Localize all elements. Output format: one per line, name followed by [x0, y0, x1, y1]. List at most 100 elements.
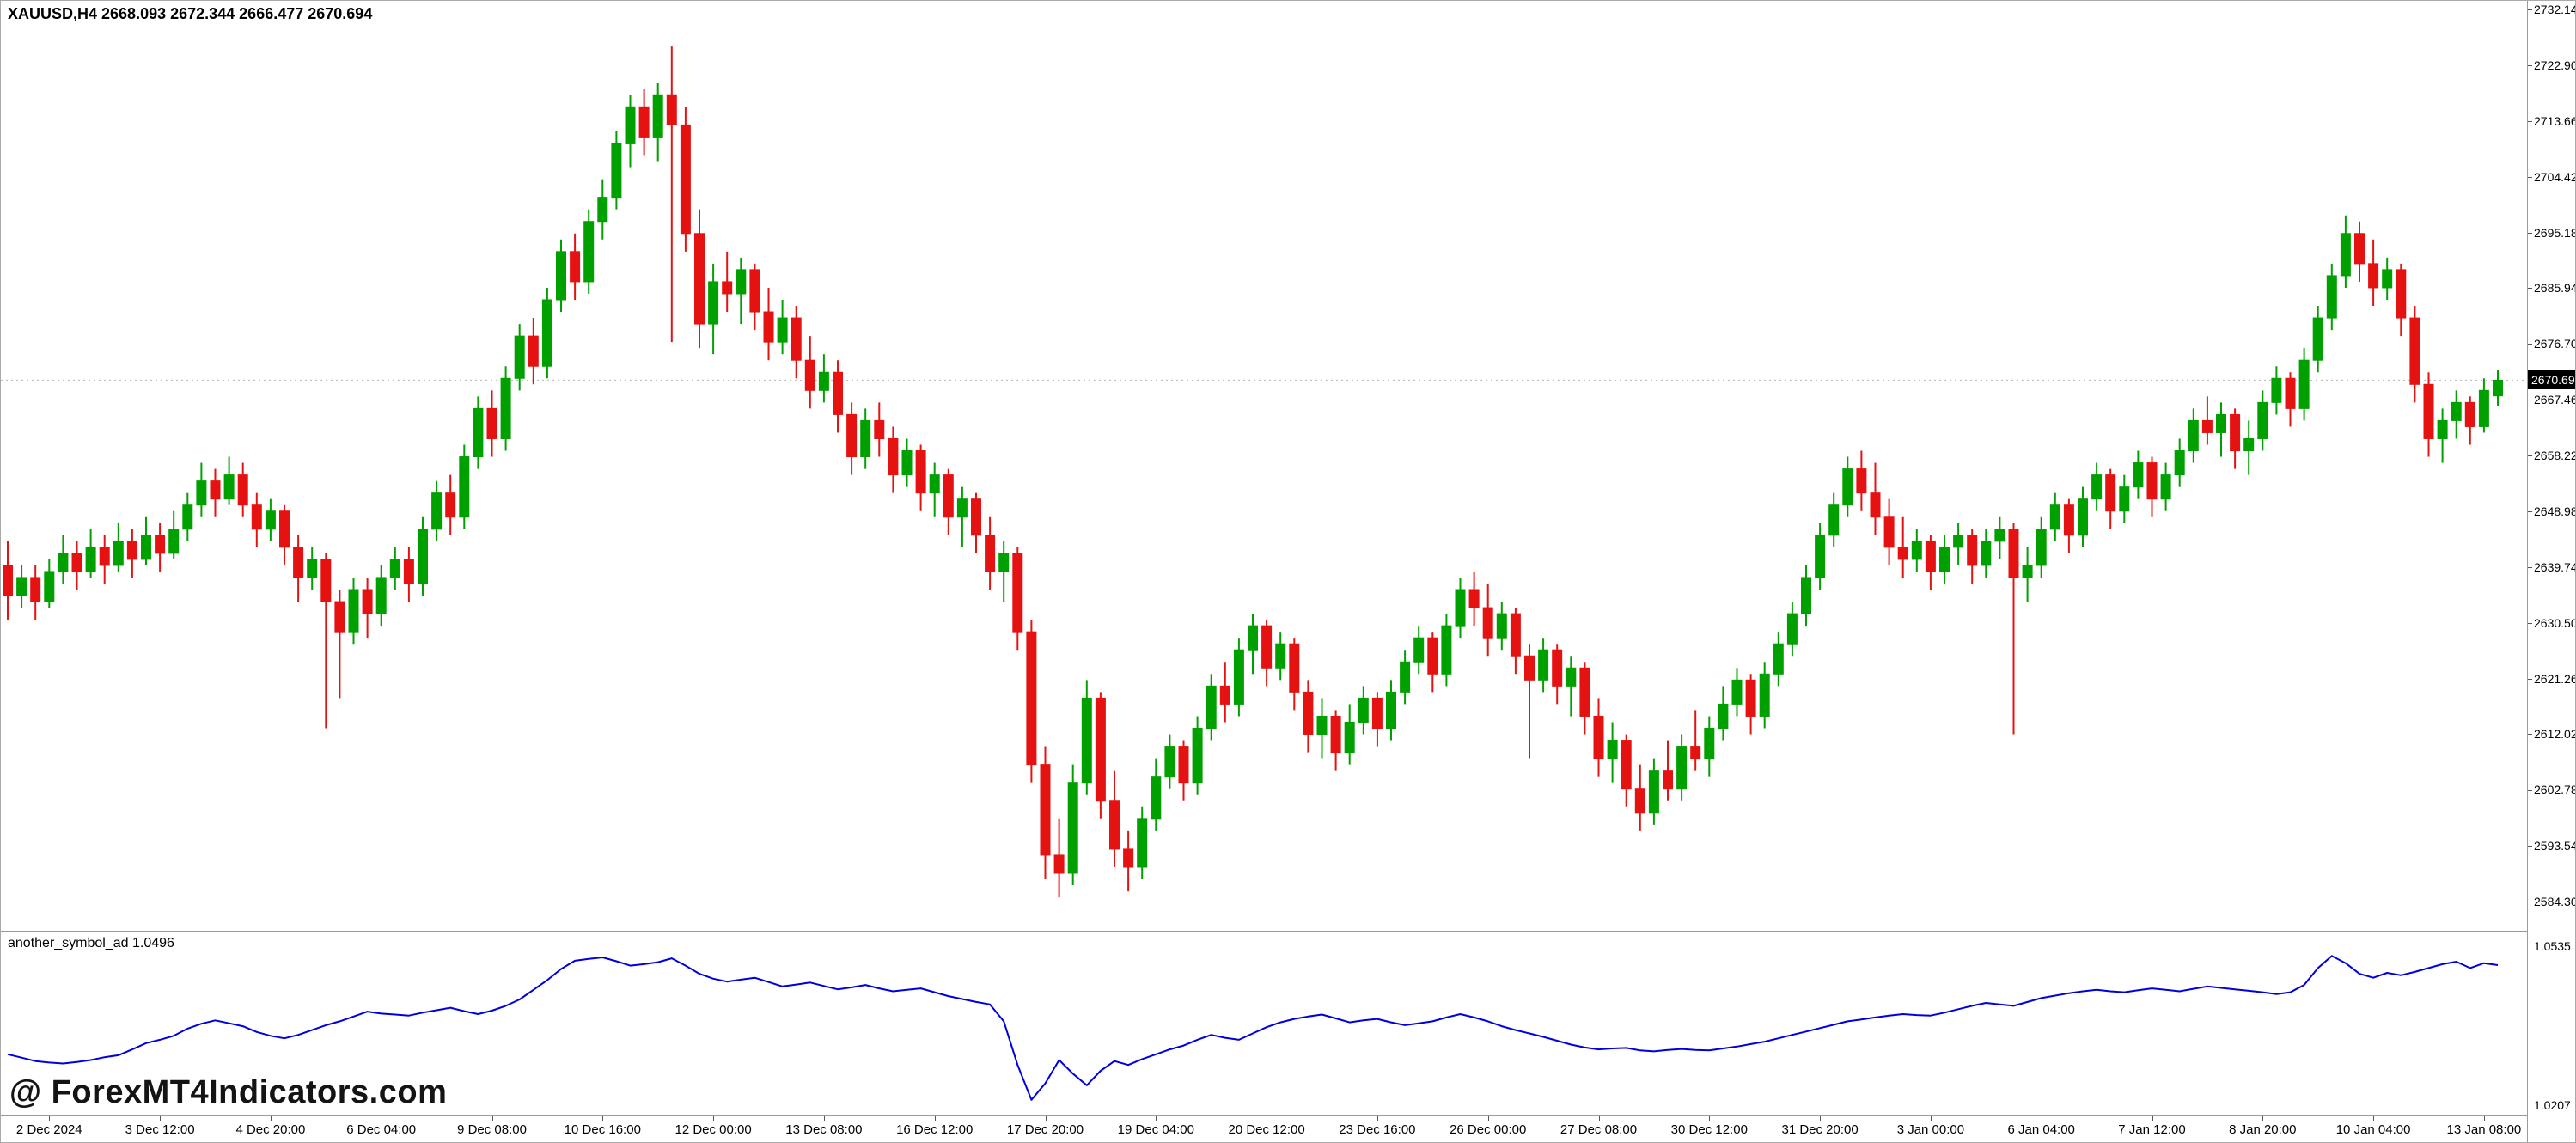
candle: [1012, 547, 1023, 651]
price-axis-label: 2648.980: [2534, 504, 2575, 518]
candle: [2451, 390, 2462, 439]
candle: [2423, 372, 2434, 457]
candle: [1981, 529, 1992, 578]
candle: [915, 444, 926, 511]
candle: [1400, 650, 1411, 705]
candle: [1053, 818, 1065, 898]
pane-divider[interactable]: [1, 931, 2575, 932]
candle: [2078, 486, 2088, 547]
main-chart-area[interactable]: XAUUSD,H4 2668.093 2672.344 2666.477 267…: [1, 1, 2527, 931]
price-axis-label: 2612.020: [2534, 727, 2575, 742]
time-axis-tick: [1709, 1116, 1711, 1121]
candle: [113, 523, 124, 572]
candle: [1067, 764, 1078, 886]
candle: [2022, 547, 2033, 602]
candle: [141, 516, 151, 565]
candle: [1316, 698, 1328, 759]
candle: [1468, 571, 1480, 627]
time-axis[interactable]: 2 Dec 2024 3 Dec 12:00 4 Dec 20:00 6 Dec 04…: [1, 1116, 2575, 1142]
time-axis-tick: [1377, 1116, 1378, 1121]
candle: [597, 179, 608, 240]
candle: [2105, 468, 2116, 529]
candle: [1939, 535, 1950, 584]
time-axis-tick: [2373, 1116, 2375, 1121]
candle: [611, 131, 622, 210]
time-axis-label: 10 Dec 16:00: [564, 1122, 641, 1137]
price-axis-label: 2685.940: [2534, 281, 2575, 296]
candle: [1330, 710, 1341, 771]
candle: [1303, 680, 1314, 753]
time-axis-tick: [2262, 1116, 2264, 1121]
candle: [2312, 306, 2323, 373]
indicator-axis-top-label: 1.0535: [2534, 939, 2571, 953]
price-axis-label: 2593.540: [2534, 839, 2575, 853]
candle: [1621, 734, 1632, 807]
candle: [2382, 257, 2393, 300]
candle: [528, 318, 539, 385]
candle: [1137, 806, 1148, 880]
price-axis-label: 2667.460: [2534, 393, 2575, 407]
time-axis-label: 2 Dec 2024: [15, 1122, 82, 1137]
candle: [1994, 516, 2005, 559]
candle: [348, 577, 359, 645]
candle: [2354, 221, 2365, 282]
candle: [2063, 498, 2074, 553]
candle: [71, 541, 82, 590]
candle: [279, 504, 290, 565]
candle: [403, 547, 414, 602]
indicator-axis-bottom-label: 1.0207: [2534, 1098, 2571, 1112]
candle: [2368, 239, 2379, 307]
candle: [1552, 644, 1563, 705]
candle: [1745, 674, 1756, 735]
price-axis-tick: [2528, 734, 2532, 736]
candle: [777, 299, 788, 355]
candle: [763, 287, 774, 361]
candle: [1510, 608, 1521, 675]
candle: [833, 360, 843, 433]
candle: [2036, 516, 2047, 578]
candle: [362, 577, 373, 639]
time-axis-tick: [491, 1116, 493, 1121]
price-axis[interactable]: 2670.694 1.0535 1.0207 2732.140 2722.900 2…: [2527, 1, 2575, 1142]
time-axis-label: 17 Dec 20:00: [1006, 1122, 1084, 1137]
time-axis-label: 13 Dec 08:00: [785, 1122, 863, 1137]
time-axis-label: 12 Dec 00:00: [675, 1122, 752, 1137]
candle: [2119, 474, 2130, 523]
candle: [1248, 614, 1258, 675]
candle: [486, 390, 497, 457]
price-axis-label: 2621.260: [2534, 671, 2575, 686]
time-axis-label: 8 Jan 20:00: [2229, 1122, 2297, 1137]
time-axis-tick: [823, 1116, 825, 1121]
candle: [1109, 770, 1120, 867]
indicator-line: [7, 955, 2499, 1101]
time-axis-label: 30 Dec 12:00: [1670, 1122, 1748, 1137]
price-axis-label: 2630.500: [2534, 615, 2575, 630]
candle: [2230, 408, 2241, 469]
time-axis-tick: [1598, 1116, 1600, 1121]
candle: [1275, 632, 1286, 681]
candle: [2340, 215, 2351, 288]
candle: [1482, 583, 1493, 657]
candlestick-canvas[interactable]: [1, 1, 2527, 931]
candle: [1870, 462, 1881, 535]
candle: [1566, 656, 1577, 717]
candle: [210, 468, 221, 517]
candle: [2285, 372, 2296, 427]
candle: [2133, 450, 2144, 499]
time-axis-tick: [1487, 1116, 1489, 1121]
time-axis-tick: [1045, 1116, 1047, 1121]
indicator-canvas[interactable]: [1, 932, 2527, 1115]
candle: [2326, 263, 2337, 331]
watermark-text: @ ForexMT4Indicators.com: [9, 1074, 448, 1110]
candle: [1663, 740, 1673, 801]
candle: [1233, 638, 1244, 717]
candle: [1828, 492, 1840, 547]
candle: [1538, 638, 1549, 693]
indicator-pane[interactable]: another_symbol_ad 1.0496 @ ForexMT4Indic…: [1, 932, 2527, 1115]
candle: [985, 516, 996, 590]
candle: [2464, 396, 2475, 445]
time-axis-tick: [934, 1116, 936, 1121]
candle: [860, 408, 871, 469]
price-axis-tick: [2528, 176, 2532, 178]
candle: [846, 402, 858, 475]
